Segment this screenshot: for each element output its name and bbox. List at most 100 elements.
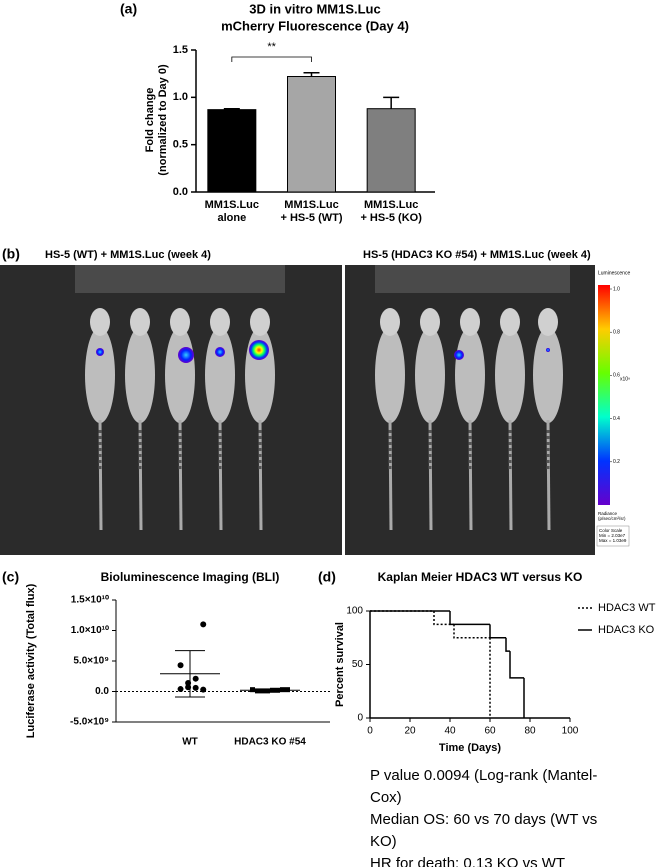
y-axis-label: Luciferase activity (Total flux) [25, 583, 37, 738]
y-tick-label: 1.5×10¹⁰ [71, 595, 109, 606]
x-axis-label: Time (Days) [439, 742, 501, 754]
point [285, 687, 290, 693]
x-tick-label: 40 [444, 726, 456, 737]
y-tick-label: 100 [346, 606, 363, 617]
legend-label: HDAC3 WT [598, 602, 656, 614]
mouse-head [420, 308, 440, 336]
bar [366, 108, 416, 193]
signal-blob [178, 347, 194, 363]
stats-line: Median OS: 60 vs 70 days (WT vs KO) [370, 811, 598, 850]
bar [207, 109, 257, 193]
mouse-head [210, 308, 230, 336]
y-tick-label: 5.0×10⁹ [73, 656, 109, 667]
x-tick-label: alone [217, 212, 246, 224]
panel-label: (c) [2, 569, 19, 585]
error-bar [303, 71, 320, 77]
y-tick-label: 50 [352, 659, 364, 670]
y-tick-label: -5.0×10⁹ [70, 717, 109, 728]
y-axis-label: Percent survival [334, 622, 346, 707]
signal-blob [546, 348, 550, 352]
mouse-head [90, 308, 110, 336]
x-tick-label: 80 [524, 726, 536, 737]
point [177, 686, 184, 693]
mouse-head [130, 308, 150, 336]
signal-blob [96, 348, 104, 356]
x-tick-label: MM1S.Luc [364, 199, 418, 211]
mouse-body [375, 327, 405, 423]
y-axis-label: Fold change [144, 88, 156, 153]
chart-title: Kaplan Meier HDAC3 WT versus KO [378, 570, 583, 584]
survival-step [433, 611, 454, 626]
colorbar-tick-label: 0.8 [613, 330, 620, 336]
scale-label: Max = 1.03e9 [599, 538, 627, 543]
point [200, 621, 207, 628]
survival-step [505, 637, 510, 652]
x-tick-label: WT [182, 737, 198, 748]
image-caption: HS-5 (HDAC3 KO #54) + MM1S.Luc (week 4) [363, 249, 591, 261]
survival-step [453, 624, 490, 639]
mouse-body [205, 327, 235, 423]
mouse-head [170, 308, 190, 336]
point [192, 684, 199, 691]
sd-bar [255, 689, 285, 692]
y-tick-label: 1.0×10¹⁰ [71, 625, 109, 636]
panel-label: (a) [120, 1, 137, 17]
signal-blob [249, 340, 269, 360]
y-axis-label: (normalized to Day 0) [157, 64, 169, 176]
legend-label: HDAC3 KO [598, 624, 655, 636]
x-tick-label: 60 [484, 726, 496, 737]
x-tick-label: 20 [404, 726, 416, 737]
chart-title: 3D in vitro MM1S.Luc [249, 1, 380, 16]
mouse-head [500, 308, 520, 336]
chart-title: Bioluminescence Imaging (BLI) [101, 570, 280, 584]
stats-text: P value 0.0094 (Log-rank (Mantel-Cox) Me… [370, 765, 615, 867]
significance-bracket [231, 56, 312, 62]
mouse-body [125, 327, 155, 423]
mouse-head [538, 308, 558, 336]
mouse-body [165, 327, 195, 423]
point [177, 662, 184, 669]
x-tick-label: HDAC3 KO #54 [234, 737, 306, 748]
x-tick-label: 0 [367, 726, 373, 737]
stats-line: P value 0.0094 (Log-rank (Mantel-Cox) [370, 767, 598, 806]
colorbar-tick-label: 0.2 [613, 459, 620, 465]
chart-title: mCherry Fluorescence (Day 4) [221, 18, 409, 33]
error-bar [383, 96, 400, 109]
y-tick-label: 0.5 [173, 139, 188, 151]
instrument [375, 265, 570, 293]
colorbar-unit: x10⁹ [620, 376, 630, 382]
colorbar-tick-label: 0.6 [613, 373, 620, 379]
mouse-head [250, 308, 270, 336]
scale-label: Min = 2.03e7 [599, 533, 626, 538]
colorbar-tick-label: 1.0 [613, 286, 620, 292]
x-tick-label: 100 [562, 726, 579, 737]
stats-line: HR for death: 0.13 KO vs WT [370, 855, 566, 867]
scale-box [596, 525, 630, 547]
panel-label: (d) [318, 569, 336, 585]
y-tick-label: 1.5 [173, 44, 188, 56]
colorbar-title: Luminescence [598, 270, 630, 276]
x-tick-label: MM1S.Luc [205, 199, 259, 211]
y-tick-label: 0.0 [173, 186, 188, 198]
point [200, 686, 207, 693]
x-tick-label: + HS-5 (WT) [280, 212, 342, 224]
sd-bar [175, 650, 205, 698]
survival-step [449, 611, 490, 626]
mouse-head [460, 308, 480, 336]
bar [287, 76, 336, 193]
error-bar [223, 107, 240, 110]
scale-label: Color Scale [599, 528, 623, 533]
y-tick-label: 0.0 [95, 686, 109, 697]
x-tick-label: + HS-5 (KO) [360, 212, 422, 224]
mouse-body [533, 327, 563, 423]
mouse-body [455, 327, 485, 423]
y-tick-label: 0 [357, 713, 363, 724]
colorbar-tick-label: 0.4 [613, 416, 620, 422]
point [192, 675, 199, 682]
signal-blob [215, 347, 225, 357]
color-bar [598, 285, 610, 505]
y-tick-label: 1.0 [173, 91, 188, 103]
survival-step [489, 624, 506, 639]
